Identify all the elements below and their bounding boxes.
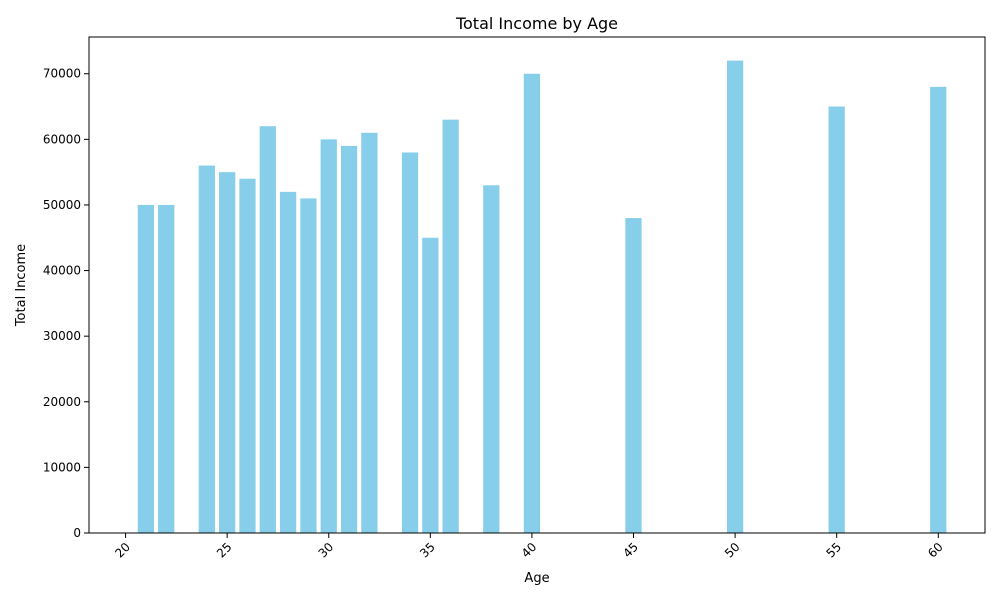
bar-age-28 bbox=[279, 191, 297, 533]
y-tick-label: 50000 bbox=[43, 198, 81, 212]
bar-age-26 bbox=[239, 178, 256, 533]
x-tick-label: 55 bbox=[824, 540, 845, 561]
x-tick-label: 35 bbox=[417, 540, 438, 561]
bar-age-50 bbox=[726, 60, 744, 534]
bar-age-60 bbox=[930, 86, 947, 534]
bar-age-24 bbox=[198, 165, 215, 533]
bar-age-31 bbox=[340, 145, 358, 533]
y-tick-label: 60000 bbox=[43, 132, 81, 146]
bar-age-34 bbox=[401, 152, 419, 533]
x-tick-label: 40 bbox=[519, 540, 540, 561]
bar-age-22 bbox=[158, 204, 175, 533]
bar-age-21 bbox=[137, 204, 155, 533]
y-tick-label: 0 bbox=[73, 526, 81, 540]
x-tick-label: 45 bbox=[620, 540, 641, 561]
bar-age-40 bbox=[523, 73, 541, 534]
chart-title: Total Income by Age bbox=[455, 14, 618, 33]
x-tick-label: 50 bbox=[722, 540, 743, 561]
bar-age-35 bbox=[422, 237, 439, 533]
x-tick-label: 60 bbox=[925, 540, 946, 561]
bar-age-55 bbox=[828, 106, 845, 533]
x-axis-ticks: 20 25 30 35 40 45 50 55 60 bbox=[112, 533, 946, 561]
plot-frame bbox=[88, 36, 986, 534]
bar-age-32 bbox=[361, 132, 378, 534]
bar-age-25 bbox=[219, 172, 236, 533]
y-tick-label: 40000 bbox=[43, 264, 81, 278]
bar-age-30 bbox=[320, 139, 337, 533]
bar-age-29 bbox=[300, 198, 317, 533]
y-axis-label: Total Income bbox=[14, 244, 29, 327]
x-tick-label: 20 bbox=[112, 540, 133, 561]
y-tick-label: 70000 bbox=[43, 67, 81, 81]
x-axis-label: Age bbox=[524, 571, 549, 586]
y-tick-label: 10000 bbox=[43, 460, 81, 474]
x-tick-label: 30 bbox=[316, 540, 337, 561]
bars-group bbox=[137, 60, 947, 534]
bar-age-45 bbox=[625, 218, 642, 533]
bar-age-27 bbox=[259, 126, 276, 533]
y-tick-label: 20000 bbox=[43, 395, 81, 409]
y-tick-label: 30000 bbox=[43, 329, 81, 343]
bar-age-36 bbox=[442, 119, 459, 534]
bar-age-38 bbox=[483, 185, 500, 533]
x-tick-label: 25 bbox=[214, 540, 235, 561]
y-axis-ticks: 0 10000 20000 30000 40000 50000 60000 70000 bbox=[43, 67, 89, 540]
